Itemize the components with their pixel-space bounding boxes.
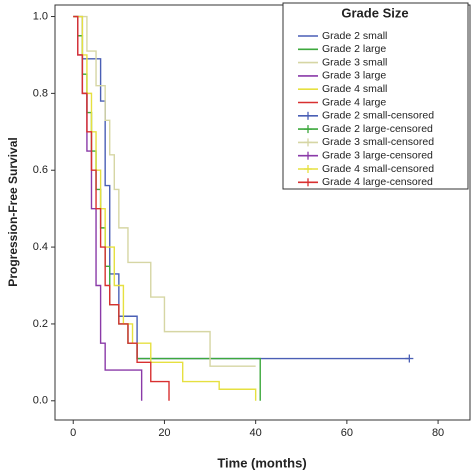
legend-label: Grade 4 large-censored	[322, 176, 433, 188]
legend-label: Grade 4 small-censored	[322, 163, 434, 175]
legend-cross	[304, 178, 312, 187]
x-axis-label: Time (months)	[217, 455, 306, 470]
legend-cross	[304, 138, 312, 147]
legend-cross	[304, 151, 312, 160]
legend-label: Grade 3 small-censored	[322, 136, 434, 148]
legend-label: Grade 2 large-censored	[322, 123, 433, 135]
legend-cross	[304, 165, 312, 173]
censor-mark	[405, 354, 414, 363]
legend-label: Grade 3 large	[322, 70, 386, 82]
survival-curve	[73, 15, 256, 367]
legend-box	[282, 2, 469, 190]
legend-title: Grade Size	[341, 5, 408, 20]
y-tick-label: 0.4	[33, 241, 48, 253]
y-tick-label: 0.2	[33, 318, 48, 330]
legend-label: Grade 3 small	[322, 56, 387, 68]
legend-label: Grade 2 small-censored	[322, 110, 434, 122]
legend-label: Grade 2 large	[322, 43, 386, 55]
x-tick-label: 80	[432, 427, 444, 439]
y-tick-label: 0.8	[33, 87, 48, 99]
y-tick-label: 0.6	[33, 164, 48, 176]
legend-label: Grade 4 large	[322, 96, 386, 108]
legend-label: Grade 2 small	[322, 30, 387, 42]
y-axis-label: Progression-Free Survival	[6, 137, 20, 286]
legend-label: Grade 3 large-censored	[322, 149, 433, 161]
survival-curve	[73, 15, 170, 401]
legend-cross	[304, 111, 312, 120]
x-tick-label: 0	[70, 427, 76, 439]
y-tick-label: 1.0	[33, 10, 48, 22]
survival-curve	[73, 15, 410, 360]
legend-label: Grade 4 small	[322, 83, 387, 95]
plot-frame	[54, 4, 471, 421]
legend-cross	[304, 125, 312, 134]
x-tick-label: 60	[341, 427, 353, 439]
y-tick-label: 0.0	[33, 395, 48, 407]
x-tick-label: 40	[250, 427, 262, 439]
survival-curve	[73, 15, 257, 401]
x-tick-label: 20	[158, 427, 170, 439]
